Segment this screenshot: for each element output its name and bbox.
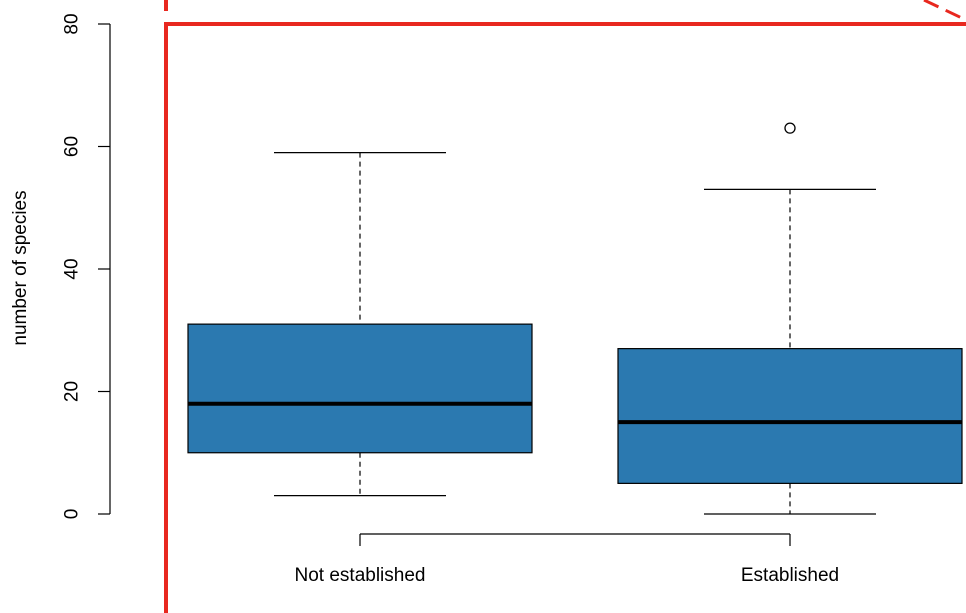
- box-established: [617, 348, 963, 484]
- category-label-established: Established: [741, 565, 839, 586]
- y-tick-label-0: 0: [62, 509, 83, 520]
- box-not-established: [187, 323, 533, 454]
- y-tick-label-80: 80: [62, 13, 83, 34]
- y-axis: 0 20 40 60 80: [62, 13, 111, 519]
- x-bracket: [359, 533, 791, 546]
- highlight-frame: [164, 22, 966, 613]
- highlight-dashed-corner: [923, 0, 966, 22]
- y-tick-label-40: 40: [62, 258, 83, 279]
- box-series: [187, 122, 963, 515]
- y-tick-label-60: 60: [62, 136, 83, 157]
- outlier-established-0: [784, 122, 796, 134]
- y-axis-label: number of species: [10, 190, 31, 345]
- y-tick-label-20: 20: [62, 381, 83, 402]
- highlight-overlay: [164, 0, 966, 613]
- category-label-not-established: Not established: [295, 565, 426, 586]
